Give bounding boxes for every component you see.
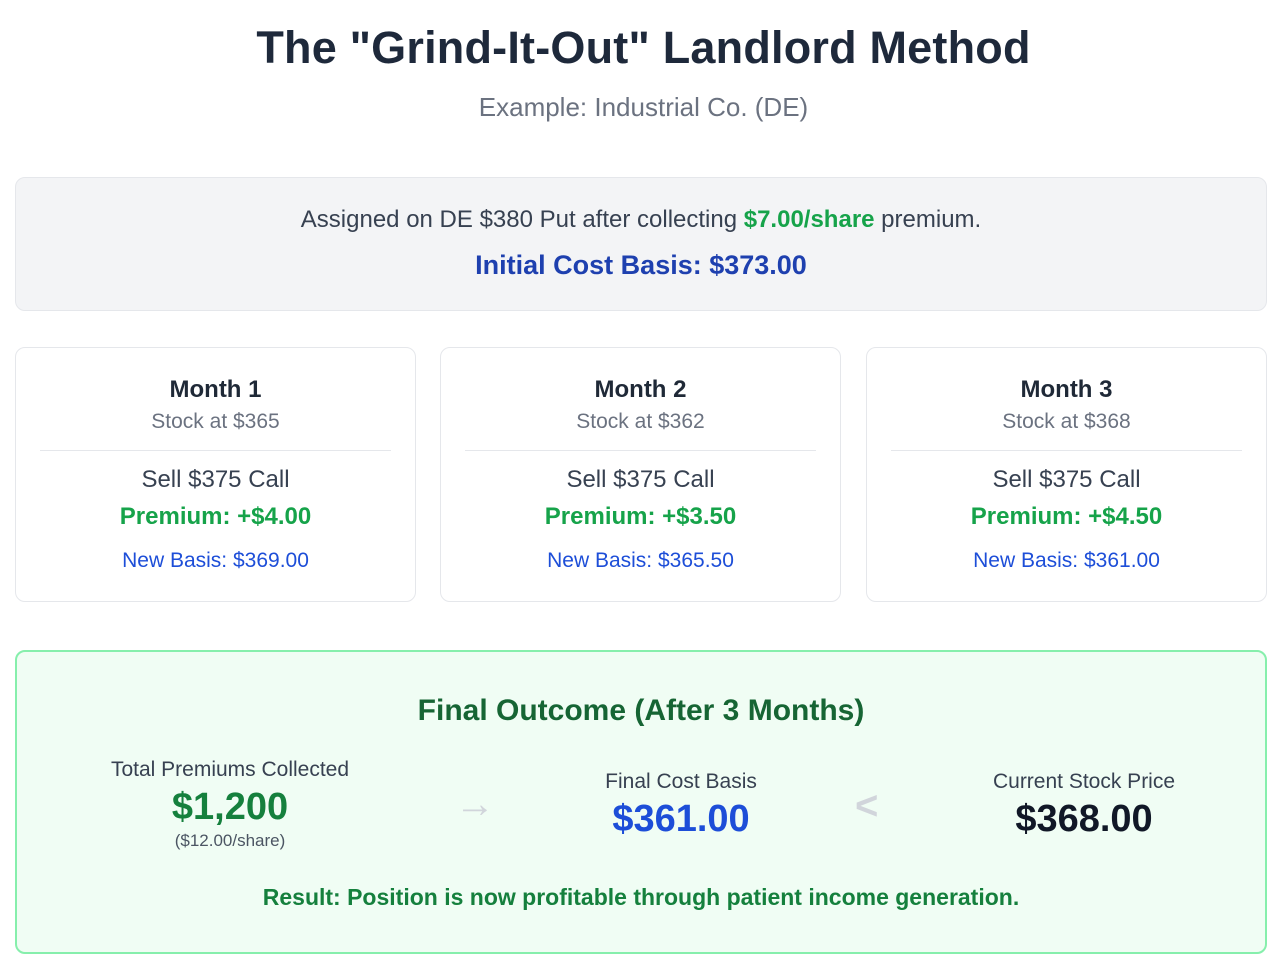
month-title: Month 1 xyxy=(169,376,262,403)
assignment-box: Assigned on DE $380 Put after collecting… xyxy=(15,177,1267,311)
total-premiums: Total Premiums Collected $1,200 ($12.00/… xyxy=(80,758,380,851)
right-arrow-icon: → xyxy=(455,782,495,826)
month-action: Sell $375 Call xyxy=(992,466,1141,493)
current-price-value: $368.00 xyxy=(1015,798,1153,840)
month-divider xyxy=(465,450,816,451)
month-new-basis: New Basis: $365.50 xyxy=(547,549,734,572)
assignment-premium: $7.00/share xyxy=(743,206,875,233)
assignment-text: Assigned on DE $380 Put after collecting… xyxy=(16,206,1266,234)
final-basis-label: Final Cost Basis xyxy=(605,770,757,793)
month-stock-price: Stock at $365 xyxy=(151,410,280,433)
month-card-3: Month 3 Stock at $368 Sell $375 Call Pre… xyxy=(866,347,1267,602)
total-premiums-value: $1,200 xyxy=(171,786,289,828)
page-subtitle: Example: Industrial Co. (DE) xyxy=(478,92,809,122)
final-outcome-box: Final Outcome (After 3 Months) Total Pre… xyxy=(15,650,1267,954)
month-title: Month 2 xyxy=(594,376,687,403)
assignment-suffix: premium. xyxy=(874,206,982,233)
month-new-basis: New Basis: $369.00 xyxy=(122,549,309,572)
result-statement: Result: Position is now profitable throu… xyxy=(262,884,1020,910)
page-title: The "Grind-It-Out" Landlord Method xyxy=(256,22,1031,73)
less-than-icon: < xyxy=(855,784,879,828)
month-title: Month 3 xyxy=(1020,376,1113,403)
month-premium: Premium: +$4.00 xyxy=(119,503,312,530)
final-cost-basis: Final Cost Basis $361.00 xyxy=(531,770,831,841)
month-action: Sell $375 Call xyxy=(566,466,715,493)
month-premium: Premium: +$3.50 xyxy=(544,503,737,530)
month-new-basis: New Basis: $361.00 xyxy=(973,549,1160,572)
month-divider xyxy=(891,450,1242,451)
month-stock-price: Stock at $368 xyxy=(1002,410,1131,433)
month-divider xyxy=(40,450,391,451)
current-stock-price: Current Stock Price $368.00 xyxy=(934,770,1234,841)
initial-cost-basis: Initial Cost Basis: $373.00 xyxy=(475,250,807,280)
assignment-prefix: Assigned on DE $380 Put after collecting xyxy=(300,206,744,233)
months-row: Month 1 Stock at $365 Sell $375 Call Pre… xyxy=(15,347,1267,602)
month-action: Sell $375 Call xyxy=(141,466,290,493)
total-premiums-label: Total Premiums Collected xyxy=(110,758,350,781)
month-stock-price: Stock at $362 xyxy=(576,410,705,433)
month-card-2: Month 2 Stock at $362 Sell $375 Call Pre… xyxy=(440,347,841,602)
total-premiums-per-share: ($12.00/share) xyxy=(174,831,286,850)
final-basis-value: $361.00 xyxy=(612,798,750,840)
outcome-title: Final Outcome (After 3 Months) xyxy=(417,694,865,727)
current-price-label: Current Stock Price xyxy=(992,770,1176,793)
month-card-1: Month 1 Stock at $365 Sell $375 Call Pre… xyxy=(15,347,416,602)
month-premium: Premium: +$4.50 xyxy=(970,503,1163,530)
